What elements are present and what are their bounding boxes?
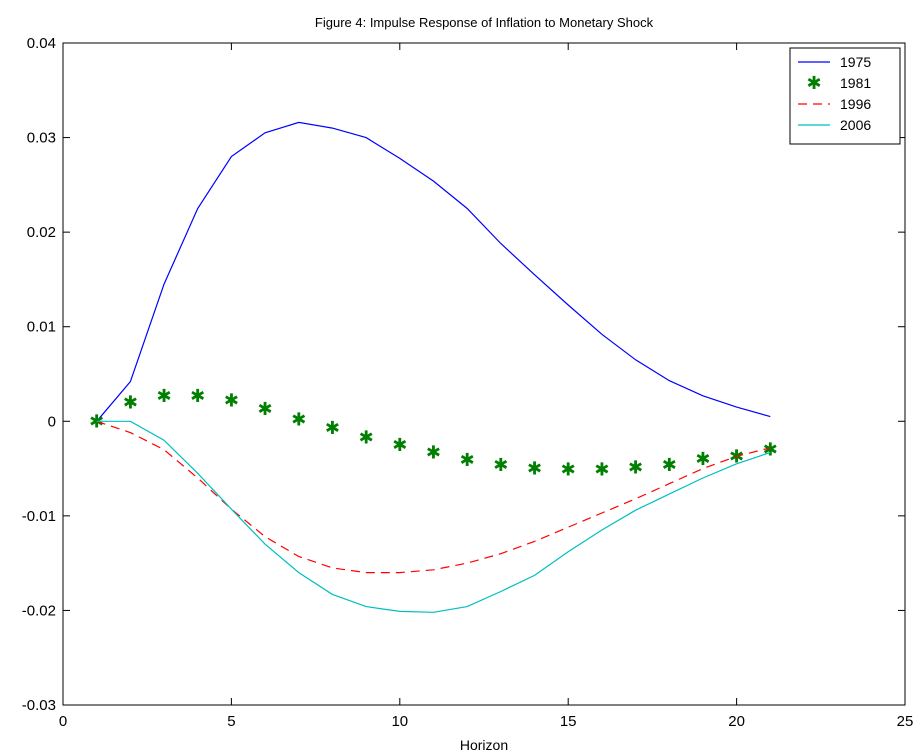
- chart-title: Figure 4: Impulse Response of Inflation …: [315, 15, 654, 30]
- data-point: ✱: [493, 455, 508, 476]
- legend-label: 2006: [840, 117, 871, 133]
- series-layer: ✱✱ ✱ ✱ ✱ ✱ ✱ ✱ ✱ ✱ ✱ ✱ ✱ ✱ ✱ ✱ ✱ ✱ ✱ ✱ ✱: [89, 121, 778, 613]
- y-tick-label: 0.01: [27, 319, 56, 336]
- legend-label: 1996: [840, 96, 871, 112]
- axis-ticks: 0 5 10 15 20 25 -0.03 -0.02 -0.01 0 0.01 0.02 0.03 0.…: [22, 35, 914, 730]
- data-point: ✱: [426, 442, 441, 463]
- legend-marker: ✱: [806, 73, 821, 94]
- x-tick-label: 5: [227, 713, 235, 730]
- x-axis-title: Horizon: [460, 737, 508, 753]
- y-tick-label: -0.02: [22, 602, 56, 619]
- data-point: ✱: [594, 460, 609, 481]
- y-tick-label: 0.02: [27, 224, 56, 241]
- y-tick-label: -0.01: [22, 508, 56, 525]
- data-point: ✱: [628, 458, 643, 479]
- y-tick-label: 0.04: [27, 35, 56, 52]
- x-tick-label: 15: [560, 713, 577, 730]
- data-point: ✱: [662, 455, 677, 476]
- legend-entry-1981: ✱ 1981: [806, 73, 871, 94]
- legend-box: [789, 47, 901, 145]
- legend-label: 1975: [840, 54, 871, 70]
- legend-entry-2006: 2006: [798, 117, 871, 133]
- plot-area: [62, 42, 906, 706]
- y-tick-label: -0.03: [22, 697, 56, 714]
- series-2006-line: [96, 420, 771, 613]
- data-point: ✱: [359, 427, 374, 448]
- data-point: ✱: [258, 399, 273, 420]
- data-point: ✱: [156, 386, 171, 407]
- data-point: ✱: [224, 390, 239, 411]
- data-point: ✱: [325, 418, 340, 439]
- x-tick-label: 0: [59, 713, 67, 730]
- data-point: ✱: [695, 449, 710, 470]
- data-point: ✱: [392, 435, 407, 456]
- legend-entry-1996: 1996: [798, 96, 871, 112]
- data-point: ✱: [190, 386, 205, 407]
- series-1975-line: [96, 121, 771, 422]
- legend: 1975 ✱ 1981 1996 2006: [789, 47, 901, 145]
- data-point: ✱: [561, 460, 576, 481]
- series-1996-line: [96, 420, 771, 574]
- legend-entry-1975: 1975: [798, 54, 871, 70]
- data-point: ✱: [291, 409, 306, 430]
- data-point: ✱: [460, 450, 475, 471]
- legend-label: 1981: [840, 75, 871, 91]
- x-tick-label: 10: [391, 713, 408, 730]
- data-point: ✱: [763, 440, 778, 461]
- data-point: ✱: [527, 459, 542, 480]
- y-tick-label: 0: [48, 413, 56, 430]
- x-tick-label: 25: [897, 713, 914, 730]
- y-tick-label: 0.03: [27, 130, 56, 147]
- series-1981-markers: ✱✱ ✱ ✱ ✱ ✱ ✱ ✱ ✱ ✱ ✱ ✱ ✱ ✱ ✱ ✱ ✱ ✱ ✱ ✱ ✱: [89, 386, 778, 481]
- data-point: ✱: [123, 392, 138, 413]
- x-tick-label: 20: [728, 713, 745, 730]
